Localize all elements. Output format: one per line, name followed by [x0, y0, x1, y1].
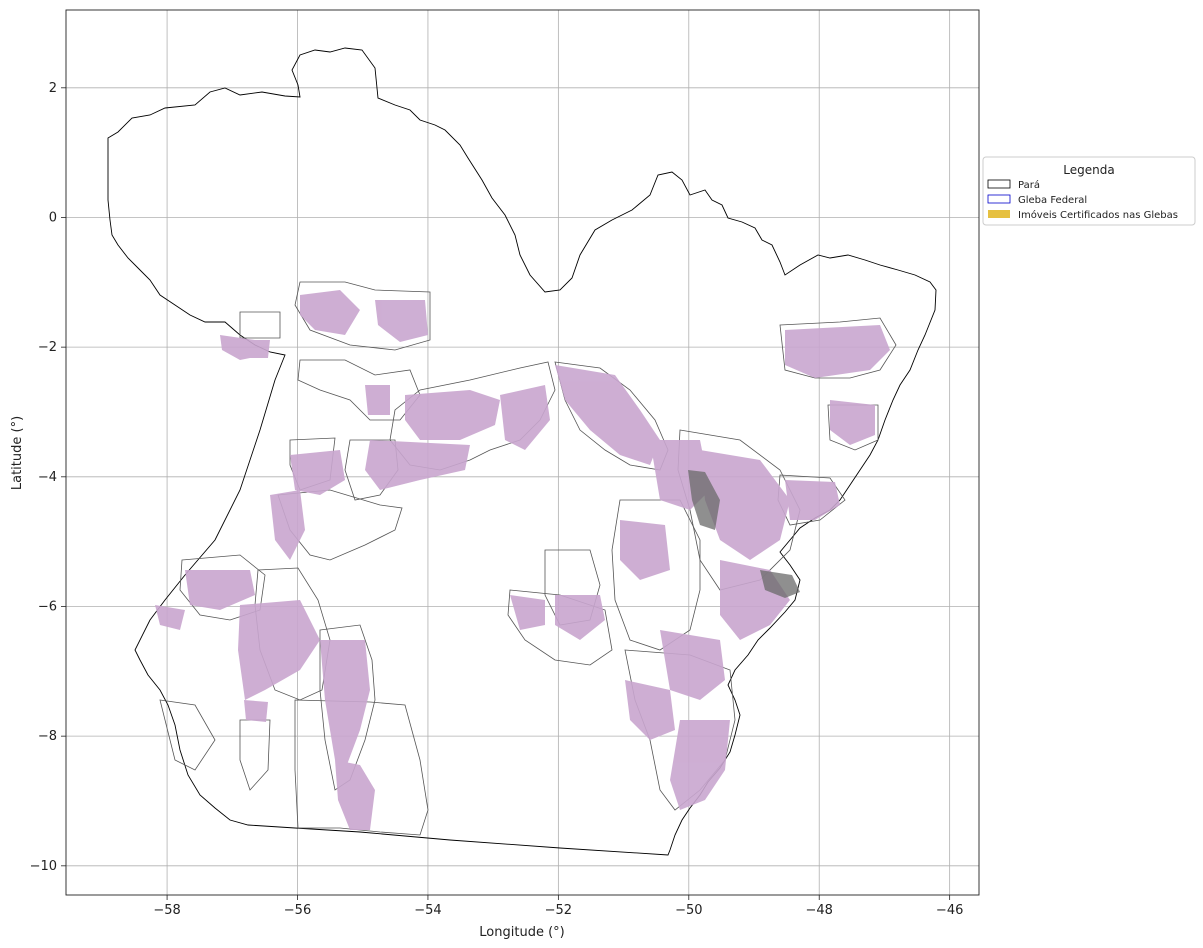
x-tick-label: −48 — [806, 903, 833, 918]
x-tick-label: −46 — [936, 903, 963, 918]
legend: Legenda Pará Gleba Federal Imóveis Certi… — [982, 156, 1196, 226]
property-patch — [300, 290, 360, 335]
property-patch — [660, 630, 725, 700]
property-patch — [185, 570, 255, 610]
plot-area — [66, 10, 979, 895]
property-patch — [365, 440, 470, 490]
property-patch — [244, 700, 268, 722]
gleba-polygon — [277, 489, 403, 561]
property-patch — [335, 760, 375, 830]
gleba-polygon — [344, 439, 399, 501]
x-tick-label: −52 — [545, 903, 572, 918]
x-tick-label: −58 — [153, 903, 180, 918]
legend-swatch-imoveis — [988, 210, 1010, 218]
gleba-polygon — [779, 317, 897, 379]
gleba-polygon — [297, 359, 421, 421]
legend-label-gleba: Gleba Federal — [1018, 195, 1087, 206]
property-patch — [620, 520, 670, 580]
gleba-polygon — [239, 311, 281, 339]
property-patch — [220, 335, 265, 360]
property-patch — [700, 450, 790, 560]
property-patch — [365, 385, 390, 415]
y-tick-label: 0 — [49, 210, 57, 225]
legend-swatch-gleba — [987, 194, 1011, 204]
property-patch — [270, 490, 305, 560]
legend-label-imoveis: Imóveis Certificados nas Glebas — [1018, 209, 1178, 221]
y-tick-label: −10 — [30, 859, 57, 874]
property-patch — [830, 400, 875, 445]
imoveis-certificados-layer — [155, 290, 890, 830]
x-axis-label: Longitude (°) — [479, 925, 564, 940]
dense-gleba-cluster — [688, 470, 800, 598]
dense-cluster-shape — [688, 470, 720, 530]
property-patch — [785, 325, 890, 378]
property-patch — [670, 720, 730, 810]
para-state-outline — [107, 47, 937, 856]
property-patch — [555, 595, 605, 640]
y-tick-label: −6 — [38, 599, 57, 614]
property-patch — [238, 600, 320, 700]
x-tick-label: −56 — [284, 903, 311, 918]
gleba-polygon — [294, 699, 429, 836]
x-tick-label: −50 — [675, 903, 702, 918]
gleba-polygon — [319, 624, 376, 791]
property-patch — [320, 640, 370, 770]
tick-labels: −58 −56 −54 −52 −50 −48 −46 2 0 −2 −4 −6 −8 −10 — [30, 81, 964, 918]
y-tick-label: 2 — [49, 81, 57, 96]
dense-cluster-shape — [760, 570, 800, 598]
legend-label-para: Pará — [1018, 179, 1040, 191]
property-patch — [510, 595, 545, 630]
property-patch — [625, 680, 675, 740]
legend-swatch-para — [987, 179, 1011, 189]
state-outline-layer — [107, 47, 937, 856]
property-patch — [785, 480, 840, 520]
legend-title: Legenda — [1063, 163, 1114, 177]
property-patch — [500, 385, 550, 450]
property-patch — [555, 365, 660, 465]
property-patch — [290, 450, 345, 495]
gleba-polygon — [159, 699, 216, 771]
property-patch — [375, 300, 428, 342]
y-axis-label: Latitude (°) — [10, 416, 25, 490]
y-tick-label: −8 — [38, 729, 57, 744]
property-patch — [155, 605, 185, 630]
legend-box — [982, 156, 1196, 226]
y-tick-label: −4 — [38, 470, 57, 485]
property-patch — [405, 390, 500, 440]
x-tick-label: −54 — [414, 903, 441, 918]
plot-frame — [65, 9, 980, 896]
y-tick-label: −2 — [38, 340, 57, 355]
